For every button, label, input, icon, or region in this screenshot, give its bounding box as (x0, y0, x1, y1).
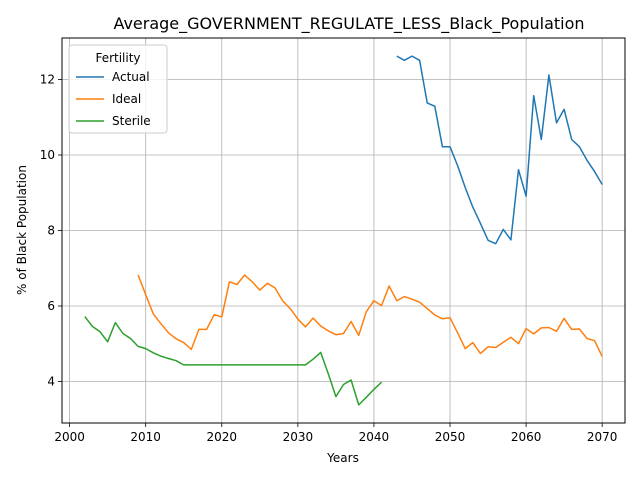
legend-label-sterile: Sterile (112, 114, 151, 128)
y-tick-label: 6 (47, 299, 55, 313)
legend-label-actual: Actual (112, 70, 150, 84)
series-line-ideal (137, 274, 603, 357)
chart-title: Average_GOVERNMENT_REGULATE_LESS_Black_P… (113, 14, 584, 34)
legend: Fertility Actual Ideal Sterile (68, 44, 168, 134)
x-tick-label: 2050 (435, 430, 466, 444)
x-tick-label: 2060 (511, 430, 542, 444)
x-tick-label: 2020 (206, 430, 237, 444)
y-axis: 4 6 8 10 12 (40, 73, 62, 388)
x-axis-label: Years (326, 451, 359, 465)
y-tick-label: 8 (47, 224, 55, 238)
y-tick-label: 12 (40, 73, 55, 87)
y-tick-label: 10 (40, 148, 55, 162)
x-tick-label: 2040 (359, 430, 390, 444)
series-layer (84, 55, 603, 406)
grid-lines (62, 38, 625, 423)
x-tick-label: 2030 (283, 430, 314, 444)
x-axis: 2000 2010 2020 2030 2040 2050 2060 2070 (54, 423, 617, 444)
y-axis-label: % of Black Population (15, 165, 29, 295)
series-line-actual (396, 55, 603, 245)
x-tick-label: 2070 (587, 430, 618, 444)
legend-label-ideal: Ideal (112, 92, 141, 106)
y-tick-label: 4 (47, 374, 55, 388)
series-line-sterile (84, 316, 383, 406)
x-tick-label: 2010 (130, 430, 161, 444)
legend-box (68, 44, 168, 134)
legend-title: Fertility (95, 51, 140, 65)
x-tick-label: 2000 (54, 430, 85, 444)
